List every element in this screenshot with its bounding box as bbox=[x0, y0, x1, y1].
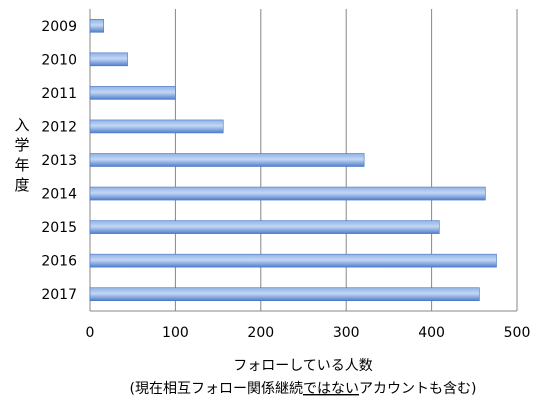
bar-2011 bbox=[89, 86, 176, 100]
y-tick-label: 2016 bbox=[41, 254, 77, 270]
bar-2012 bbox=[89, 119, 224, 134]
x-tick-label: 100 bbox=[162, 325, 189, 341]
y-axis-title-char: 入 bbox=[14, 116, 29, 134]
x-tick-label: 0 bbox=[86, 325, 95, 341]
y-tick-label: 2013 bbox=[41, 153, 77, 169]
y-tick-label: 2011 bbox=[41, 86, 77, 102]
x-tick-label: 500 bbox=[504, 325, 531, 341]
x-axis-subtitle-prefix: (現在相互フォロー関係継続 bbox=[130, 380, 303, 397]
y-tick-label: 2015 bbox=[41, 220, 77, 236]
bar-2017 bbox=[89, 287, 480, 302]
y-axis-title-char: 度 bbox=[14, 176, 29, 194]
y-tick-labels: 2009 2010 2011 2012 2013 2014 2015 2016 2017 bbox=[41, 19, 77, 303]
x-tick-label: 400 bbox=[418, 325, 445, 341]
x-tick-label: 200 bbox=[247, 325, 274, 341]
x-axis-title: フォローしている人数 bbox=[233, 358, 373, 374]
bars bbox=[89, 18, 497, 302]
x-tick-labels: 0 100 200 300 400 500 bbox=[86, 325, 531, 341]
y-tick-label: 2014 bbox=[41, 187, 77, 203]
y-axis-title-char: 年 bbox=[14, 156, 29, 174]
x-axis-subtitle-underlined: ではない bbox=[303, 381, 359, 397]
x-axis-subtitle: (現在相互フォロー関係継続ではないアカウントも含む) bbox=[130, 380, 477, 397]
bar-2010 bbox=[89, 52, 128, 67]
y-tick-label: 2010 bbox=[41, 52, 77, 68]
bar-2013 bbox=[89, 153, 365, 167]
y-tick-label: 2017 bbox=[41, 287, 77, 303]
bar-2014 bbox=[89, 186, 486, 201]
y-tick-label: 2012 bbox=[41, 119, 77, 135]
bar-2009 bbox=[89, 18, 104, 33]
bar-2016 bbox=[89, 253, 497, 268]
bar-2015 bbox=[89, 220, 440, 234]
y-axis-title-char: 学 bbox=[14, 136, 29, 154]
y-tick-label: 2009 bbox=[41, 19, 77, 35]
x-axis-subtitle-suffix: アカウントも含む) bbox=[359, 381, 476, 397]
x-tick-label: 300 bbox=[333, 325, 360, 341]
